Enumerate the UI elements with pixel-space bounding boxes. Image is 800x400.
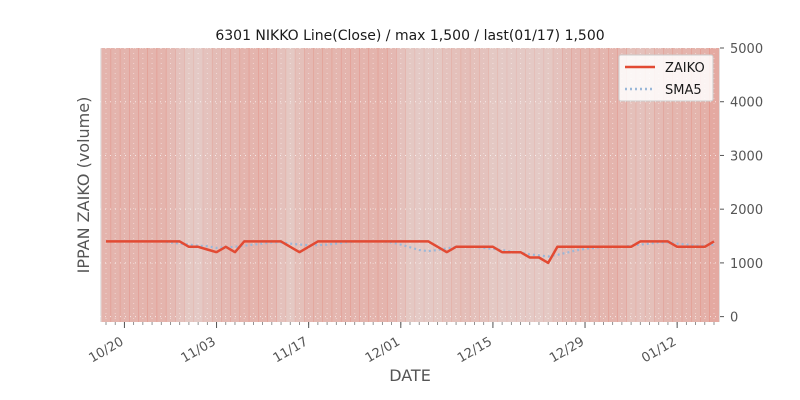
background-band bbox=[589, 48, 600, 322]
background-band bbox=[681, 48, 692, 322]
background-band bbox=[211, 48, 222, 322]
chart-title: 6301 NIKKO Line(Close) / max 1,500 / las… bbox=[215, 28, 604, 44]
background-band bbox=[497, 48, 508, 322]
background-band bbox=[239, 48, 250, 322]
y-tick-label: 4000 bbox=[730, 96, 763, 111]
background-band bbox=[294, 48, 305, 322]
background-band bbox=[654, 48, 664, 322]
background-band bbox=[156, 48, 167, 322]
background-band bbox=[322, 48, 333, 322]
background-band bbox=[147, 48, 158, 322]
background-band bbox=[165, 48, 176, 322]
y-axis-label: IPPAN ZAIKO (volume) bbox=[74, 97, 93, 274]
plot-background bbox=[100, 48, 720, 322]
background-band bbox=[617, 48, 627, 322]
background-band bbox=[175, 48, 185, 322]
background-band bbox=[488, 48, 499, 322]
x-tick-label: 11/03 bbox=[179, 334, 219, 366]
background-band bbox=[479, 48, 489, 322]
background-band bbox=[138, 48, 148, 322]
x-axis-label: DATE bbox=[389, 366, 431, 385]
background-band bbox=[193, 48, 204, 322]
background-band bbox=[350, 48, 360, 322]
legend-label-zaiko: ZAIKO bbox=[665, 61, 705, 76]
background-band bbox=[110, 48, 121, 322]
background-band bbox=[469, 48, 480, 322]
background-band bbox=[635, 48, 646, 322]
background-band bbox=[313, 48, 323, 322]
background-band bbox=[700, 48, 710, 322]
background-band bbox=[258, 48, 268, 322]
y-tick-label: 0 bbox=[730, 311, 738, 326]
background-band bbox=[598, 48, 609, 322]
background-band bbox=[405, 48, 416, 322]
background-band bbox=[460, 48, 471, 322]
background-band bbox=[663, 48, 674, 322]
y-tick-label: 1000 bbox=[730, 257, 763, 272]
background-band bbox=[396, 48, 406, 322]
background-band bbox=[423, 48, 434, 322]
background-band bbox=[672, 48, 683, 322]
background-band bbox=[119, 48, 130, 322]
background-band bbox=[359, 48, 370, 322]
y-tick-label: 2000 bbox=[730, 203, 763, 218]
x-tick-label: 12/01 bbox=[363, 334, 403, 366]
background-band bbox=[248, 48, 259, 322]
background-band bbox=[690, 48, 701, 322]
x-tick-label: 12/29 bbox=[547, 334, 587, 366]
x-tick-label: 12/15 bbox=[455, 334, 495, 366]
y-tick-label: 5000 bbox=[730, 42, 763, 57]
background-band bbox=[230, 48, 241, 322]
background-band bbox=[525, 48, 535, 322]
background-band bbox=[626, 48, 637, 322]
background-band bbox=[543, 48, 554, 322]
background-band bbox=[442, 48, 452, 322]
x-tick-label: 11/17 bbox=[271, 334, 311, 366]
background-band bbox=[202, 48, 213, 322]
background-band bbox=[129, 48, 139, 322]
background-band bbox=[608, 48, 618, 322]
background-band bbox=[644, 48, 655, 322]
x-tick-label: 01/12 bbox=[639, 334, 679, 366]
legend-label-sma5: SMA5 bbox=[665, 83, 702, 98]
series-lines bbox=[106, 240, 715, 265]
background-band bbox=[580, 48, 591, 322]
background-band bbox=[368, 48, 379, 322]
background-band bbox=[709, 48, 720, 322]
background-band bbox=[276, 48, 287, 322]
background-band bbox=[221, 48, 231, 322]
background-band bbox=[414, 48, 425, 322]
background-band bbox=[433, 48, 443, 322]
background-band bbox=[377, 48, 388, 322]
background-band bbox=[285, 48, 296, 322]
background-band bbox=[506, 48, 517, 322]
background-band bbox=[534, 48, 545, 322]
series-line-zaiko bbox=[106, 240, 715, 265]
background-band bbox=[515, 48, 526, 322]
background-band bbox=[184, 48, 195, 322]
background-band bbox=[331, 48, 342, 322]
background-band bbox=[101, 48, 112, 322]
x-tick-label: 10/20 bbox=[86, 334, 126, 366]
background-band bbox=[340, 48, 351, 322]
background-band bbox=[386, 48, 397, 322]
y-tick-label: 3000 bbox=[730, 149, 763, 164]
background-band bbox=[562, 48, 572, 322]
legend: ZAIKO SMA5 bbox=[618, 54, 714, 102]
background-band bbox=[304, 48, 314, 322]
background-bands bbox=[100, 48, 720, 322]
background-band bbox=[267, 48, 277, 322]
background-band bbox=[571, 48, 581, 322]
background-band bbox=[552, 48, 563, 322]
background-band bbox=[451, 48, 462, 322]
